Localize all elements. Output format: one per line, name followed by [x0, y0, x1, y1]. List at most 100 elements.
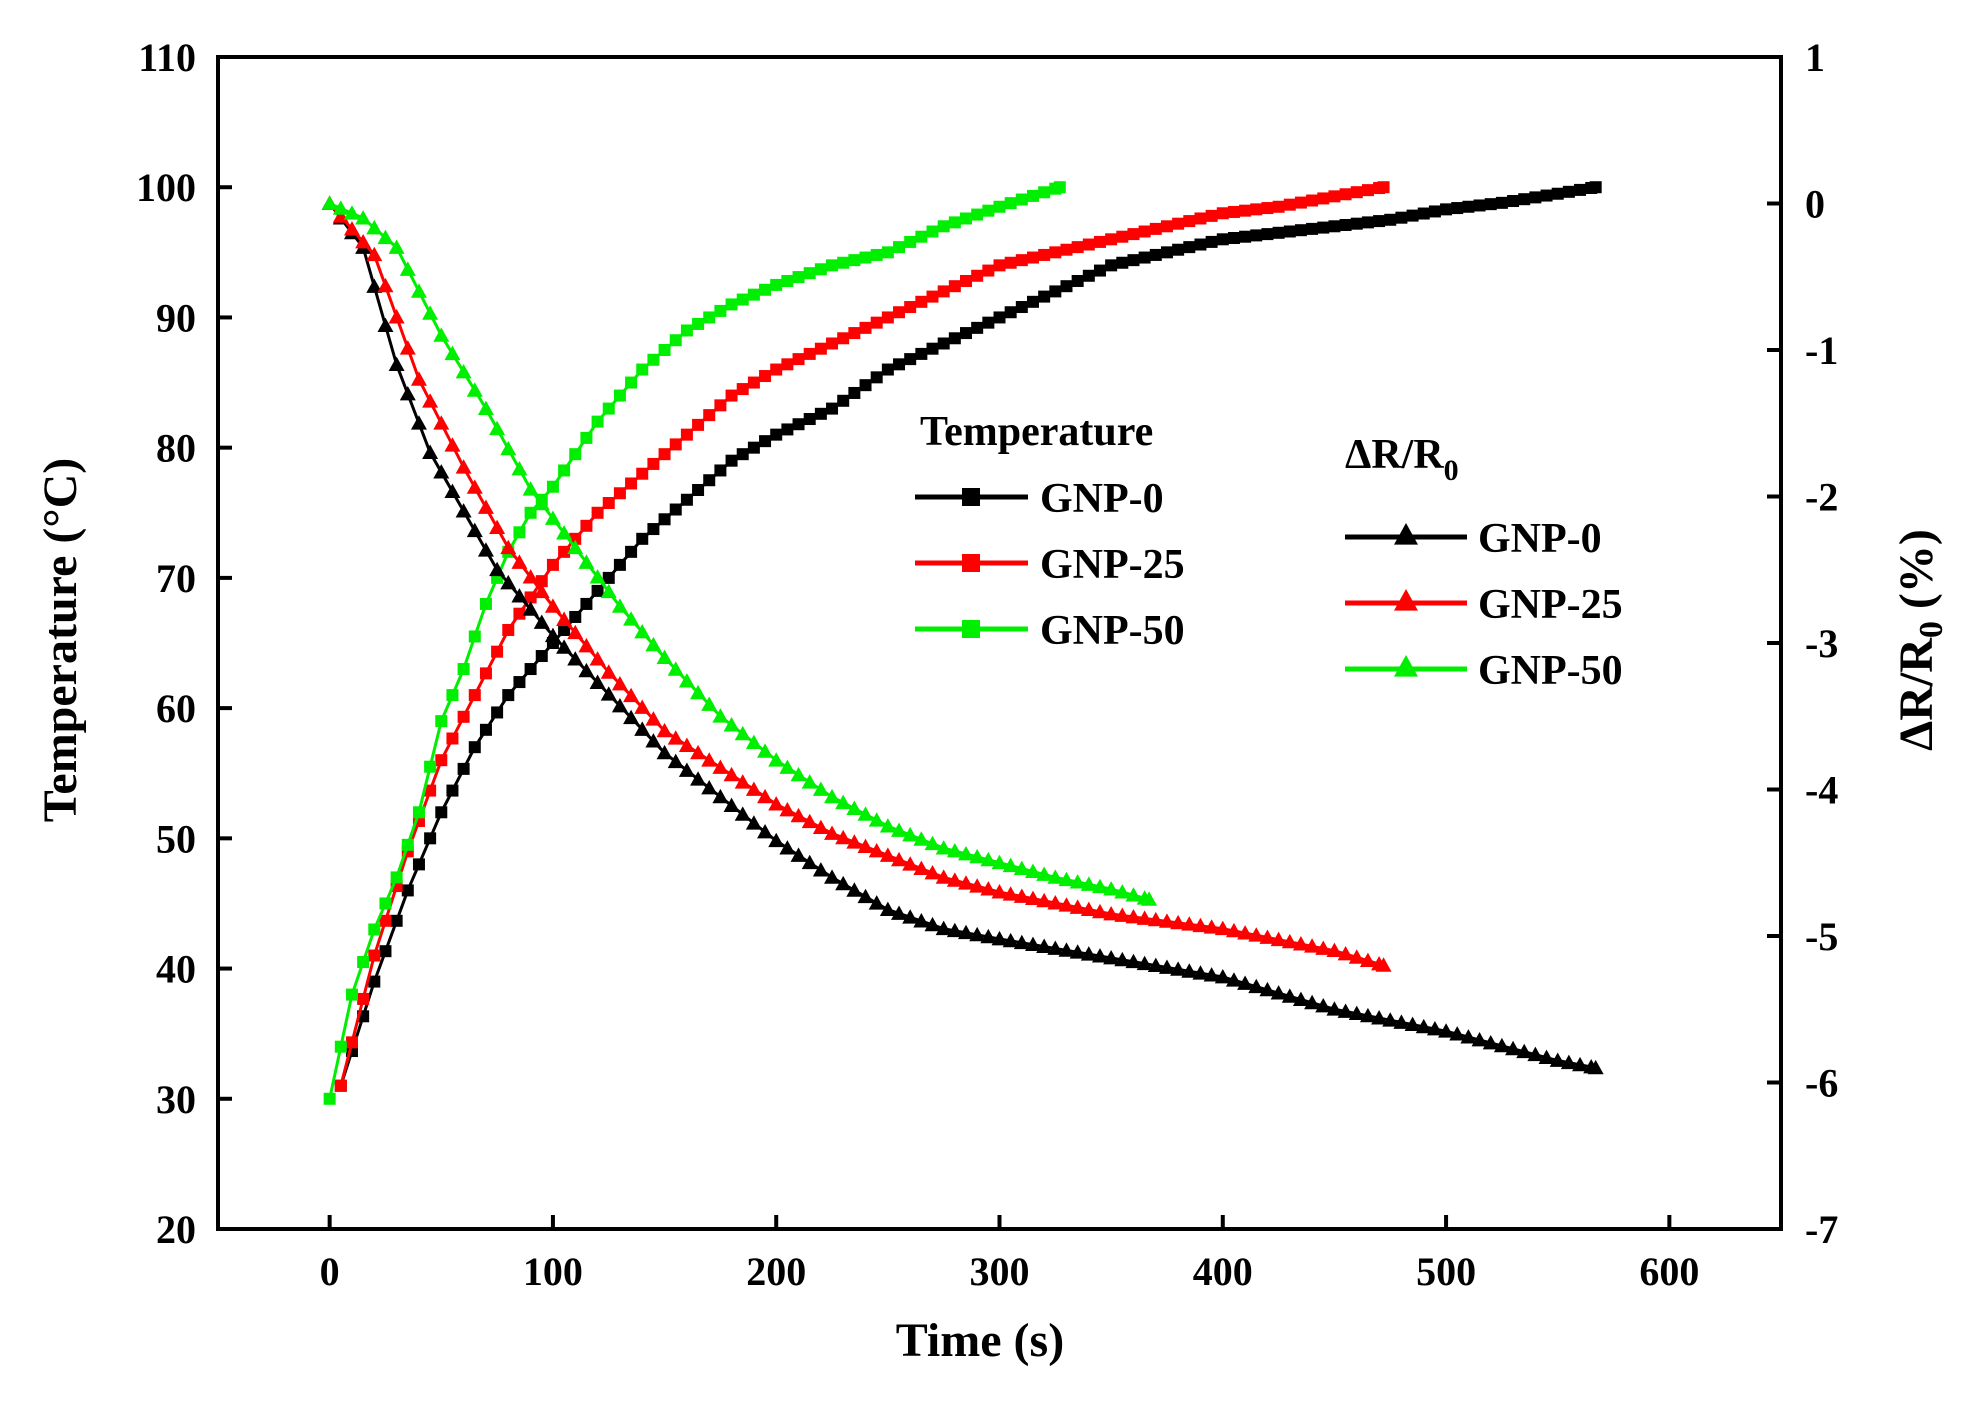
- y-left-tick-label: 60: [156, 686, 196, 731]
- resistance-marker: [533, 614, 550, 629]
- temperature-marker: [680, 428, 693, 441]
- resistance-marker: [489, 561, 506, 577]
- resistance-marker: [1214, 969, 1231, 984]
- resistance-marker: [477, 542, 494, 557]
- resistance-marker: [556, 611, 573, 626]
- resistance-marker: [366, 278, 383, 293]
- resistance-marker: [1036, 938, 1053, 953]
- resistance-marker: [1047, 940, 1064, 955]
- temperature-marker: [736, 383, 749, 396]
- temperature-marker: [937, 285, 950, 298]
- temperature-marker: [379, 914, 392, 927]
- resistance-marker: [1002, 886, 1019, 901]
- temperature-marker: [379, 897, 392, 910]
- resistance-marker: [455, 363, 472, 379]
- resistance-marker: [734, 725, 751, 741]
- resistance-marker: [567, 624, 584, 640]
- resistance-marker: [1192, 965, 1209, 980]
- temperature-marker: [703, 409, 716, 422]
- temperature-marker: [1350, 186, 1363, 199]
- resistance-marker: [1404, 1016, 1421, 1032]
- temperature-marker: [1272, 226, 1285, 239]
- resistance-marker: [1047, 895, 1064, 910]
- temperature-marker: [479, 723, 492, 736]
- resistance-marker: [1036, 892, 1053, 908]
- temperature-marker: [703, 311, 716, 324]
- resistance-marker: [544, 627, 561, 643]
- temperature-marker: [1294, 224, 1307, 237]
- temperature-marker: [1529, 191, 1542, 204]
- temperature-marker: [1205, 235, 1218, 248]
- resistance-marker: [656, 649, 673, 665]
- resistance-marker: [634, 624, 651, 639]
- resistance-marker: [399, 385, 416, 401]
- resistance-marker: [1091, 878, 1108, 894]
- resistance-marker: [533, 495, 550, 511]
- temperature-marker: [1149, 222, 1162, 235]
- resistance-marker: [433, 464, 450, 479]
- resistance-marker: [1348, 1005, 1365, 1021]
- resistance-marker: [455, 503, 472, 518]
- resistance-series-gnp-25: [321, 195, 1392, 972]
- temperature-marker: [792, 418, 805, 431]
- resistance-marker: [1471, 1032, 1488, 1047]
- temperature-marker: [803, 267, 816, 280]
- temperature-marker: [613, 558, 626, 571]
- resistance-marker: [768, 796, 785, 811]
- resistance-marker: [701, 696, 718, 711]
- temperature-marker: [513, 526, 526, 539]
- resistance-marker: [868, 843, 885, 858]
- temperature-marker: [926, 290, 939, 303]
- temperature-marker: [1026, 295, 1039, 308]
- resistance-marker: [835, 875, 852, 891]
- temperature-marker: [591, 584, 604, 597]
- resistance-marker: [868, 895, 885, 910]
- temperature-marker: [591, 415, 604, 428]
- legend-resistance-marker: [1394, 589, 1418, 611]
- temperature-marker: [960, 274, 973, 287]
- resistance-marker: [1192, 917, 1209, 933]
- resistance-marker: [1225, 922, 1242, 938]
- temperature-marker: [747, 441, 760, 454]
- temperature-marker: [759, 435, 772, 448]
- resistance-marker: [1292, 991, 1309, 1006]
- temperature-marker: [893, 358, 906, 371]
- resistance-marker: [399, 340, 416, 355]
- resistance-marker: [366, 219, 383, 235]
- temperature-marker: [1026, 189, 1039, 202]
- temperature-marker: [1361, 184, 1374, 197]
- resistance-marker: [891, 822, 908, 837]
- resistance-marker: [1371, 1010, 1388, 1025]
- temperature-marker: [535, 650, 548, 663]
- resistance-marker: [790, 766, 807, 782]
- temperature-marker: [468, 689, 481, 702]
- temperature-marker: [424, 784, 437, 797]
- temperature-marker: [401, 838, 414, 851]
- temperature-marker: [1250, 203, 1263, 216]
- temperature-marker: [703, 474, 716, 487]
- resistance-marker: [790, 847, 807, 862]
- resistance-marker: [1449, 1026, 1466, 1041]
- resistance-marker: [377, 277, 394, 293]
- temperature-marker: [1138, 225, 1151, 238]
- temperature-marker: [546, 480, 559, 493]
- temperature-marker: [904, 301, 917, 314]
- resistance-marker: [332, 200, 349, 215]
- y-right-title-main: ΔR/R: [1890, 637, 1943, 751]
- temperature-marker: [558, 545, 571, 558]
- temperature-marker: [826, 259, 839, 272]
- temperature-marker: [435, 806, 448, 819]
- temperature-marker: [1589, 181, 1602, 194]
- y-left-tick-label: 110: [138, 35, 196, 80]
- resistance-marker: [466, 522, 483, 538]
- temperature-marker: [915, 230, 928, 243]
- resistance-marker: [1516, 1043, 1533, 1059]
- temperature-marker: [1082, 269, 1095, 282]
- resistance-marker: [567, 651, 584, 666]
- y-right-tick-label: 1: [1805, 35, 1825, 80]
- temperature-marker: [1149, 248, 1162, 261]
- resistance-marker: [611, 598, 628, 613]
- resistance-marker: [1147, 911, 1164, 927]
- y-right-title-suffix: (%): [1890, 529, 1943, 621]
- resistance-marker: [1203, 919, 1220, 934]
